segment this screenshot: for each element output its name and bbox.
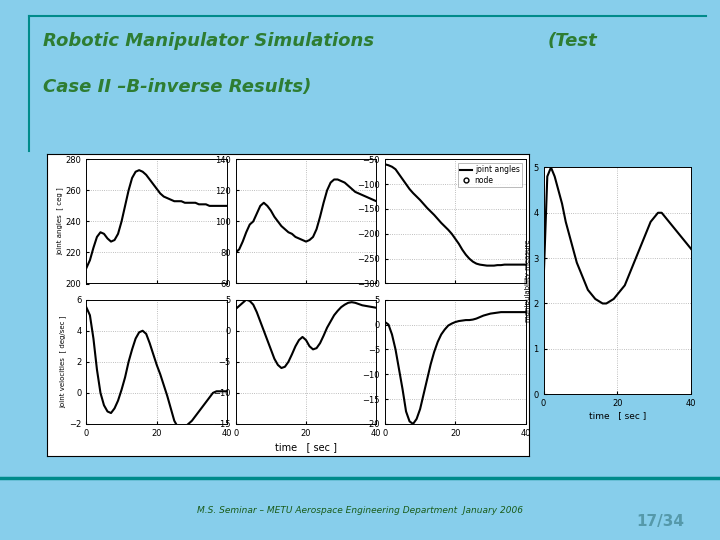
X-axis label: time   [ sec ]: time [ sec ] — [275, 442, 337, 452]
Y-axis label: joint angles  [ ceg ]: joint angles [ ceg ] — [56, 187, 63, 255]
Text: 17/34: 17/34 — [636, 514, 684, 529]
Y-axis label: joint velocities  [ deg/sec ]: joint velocities [ deg/sec ] — [60, 315, 66, 408]
Text: (Test: (Test — [547, 32, 597, 50]
Y-axis label: manipulability measure: manipulability measure — [525, 240, 531, 322]
Text: M.S. Seminar – METU Aerospace Engineering Department  January 2006: M.S. Seminar – METU Aerospace Engineerin… — [197, 506, 523, 515]
Text: Robotic Manipulator Simulations: Robotic Manipulator Simulations — [43, 32, 374, 50]
Legend: joint angles, node: joint angles, node — [458, 163, 522, 187]
Text: Case II –B-inverse Results): Case II –B-inverse Results) — [43, 78, 312, 96]
X-axis label: time   [ sec ]: time [ sec ] — [589, 411, 646, 420]
